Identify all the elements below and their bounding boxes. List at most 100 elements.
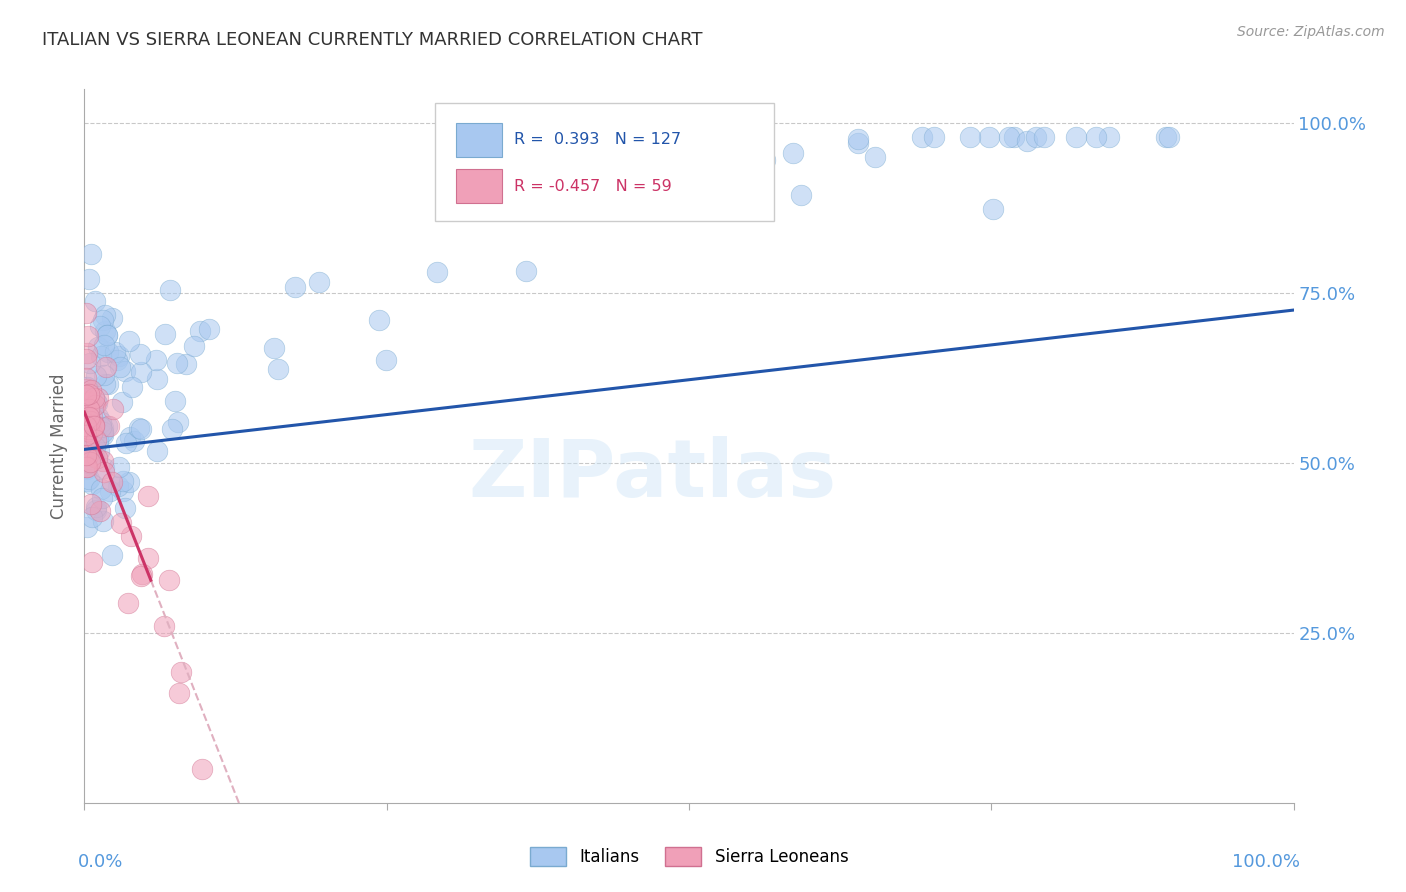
Point xyxy=(82,394,104,409)
Point xyxy=(87,340,110,354)
Point xyxy=(110,516,132,531)
Point xyxy=(76,460,98,475)
Point xyxy=(101,475,124,489)
Point xyxy=(846,136,869,150)
Point xyxy=(284,280,307,294)
Point xyxy=(87,434,110,449)
Point xyxy=(90,415,112,429)
Point xyxy=(129,422,152,436)
Point xyxy=(110,360,132,375)
Point xyxy=(583,195,606,210)
Point xyxy=(426,265,449,279)
Point xyxy=(82,510,104,524)
Point xyxy=(515,264,537,278)
Point xyxy=(696,129,718,144)
Point xyxy=(84,433,107,447)
Point xyxy=(131,569,153,583)
Point xyxy=(1002,129,1025,144)
Point xyxy=(101,310,124,325)
Point xyxy=(108,459,131,474)
Point xyxy=(977,129,1000,144)
Point xyxy=(592,144,614,158)
Point xyxy=(80,246,103,260)
Point xyxy=(1025,129,1047,144)
Point xyxy=(83,417,105,432)
Point xyxy=(80,477,103,491)
Point xyxy=(145,353,167,368)
Point xyxy=(75,306,97,320)
Point xyxy=(707,164,730,178)
Point xyxy=(93,368,115,383)
Point xyxy=(865,150,887,164)
Point xyxy=(105,352,128,367)
Point xyxy=(96,327,118,342)
Point xyxy=(790,187,813,202)
Point xyxy=(308,275,330,289)
Point xyxy=(79,405,101,419)
Point xyxy=(98,484,121,499)
Point xyxy=(91,514,114,528)
Text: 100.0%: 100.0% xyxy=(1232,853,1299,871)
Point xyxy=(84,440,107,454)
Point xyxy=(131,567,153,582)
Point xyxy=(83,418,105,433)
Point xyxy=(87,392,110,406)
Point xyxy=(75,419,97,434)
Point xyxy=(93,465,115,479)
Point xyxy=(167,686,190,700)
Point xyxy=(1154,129,1177,144)
Point xyxy=(96,418,118,433)
Point xyxy=(79,387,101,401)
Point xyxy=(91,491,114,506)
Point xyxy=(76,380,98,394)
Point xyxy=(76,462,98,476)
Point xyxy=(846,132,869,146)
Point xyxy=(76,382,98,396)
Point xyxy=(117,475,139,490)
Point xyxy=(170,665,193,680)
Point xyxy=(93,461,115,475)
Point xyxy=(153,619,176,633)
Point xyxy=(104,345,127,359)
Point xyxy=(167,415,190,429)
Point xyxy=(129,347,152,361)
Point xyxy=(645,140,668,154)
Text: 0.0%: 0.0% xyxy=(79,853,124,871)
Point xyxy=(79,455,101,469)
Point xyxy=(782,146,804,161)
Point xyxy=(79,402,101,417)
Point xyxy=(146,372,169,386)
Point xyxy=(1157,129,1180,144)
Point xyxy=(76,394,98,409)
Point xyxy=(84,398,107,412)
Point xyxy=(83,450,105,464)
Point xyxy=(75,459,97,474)
Point xyxy=(122,434,145,448)
Point xyxy=(79,357,101,371)
Text: ITALIAN VS SIERRA LEONEAN CURRENTLY MARRIED CORRELATION CHART: ITALIAN VS SIERRA LEONEAN CURRENTLY MARR… xyxy=(42,31,703,49)
Point xyxy=(77,422,100,436)
Point xyxy=(84,395,107,409)
Point xyxy=(83,391,105,405)
Point xyxy=(117,597,139,611)
Point xyxy=(191,763,214,777)
Point xyxy=(157,574,180,588)
Point xyxy=(754,153,776,167)
Point xyxy=(84,500,107,515)
Point xyxy=(114,364,136,378)
Point xyxy=(1017,135,1039,149)
Point xyxy=(717,129,740,144)
Point xyxy=(77,439,100,453)
Point xyxy=(998,129,1021,144)
Point xyxy=(90,420,112,434)
Point xyxy=(77,456,100,470)
Point xyxy=(174,357,197,371)
Point xyxy=(91,313,114,327)
Point xyxy=(120,529,142,543)
Point xyxy=(94,359,117,374)
Point xyxy=(107,349,129,363)
Point xyxy=(97,376,120,391)
Point xyxy=(86,434,108,448)
Point xyxy=(75,420,97,434)
Point xyxy=(77,272,100,286)
